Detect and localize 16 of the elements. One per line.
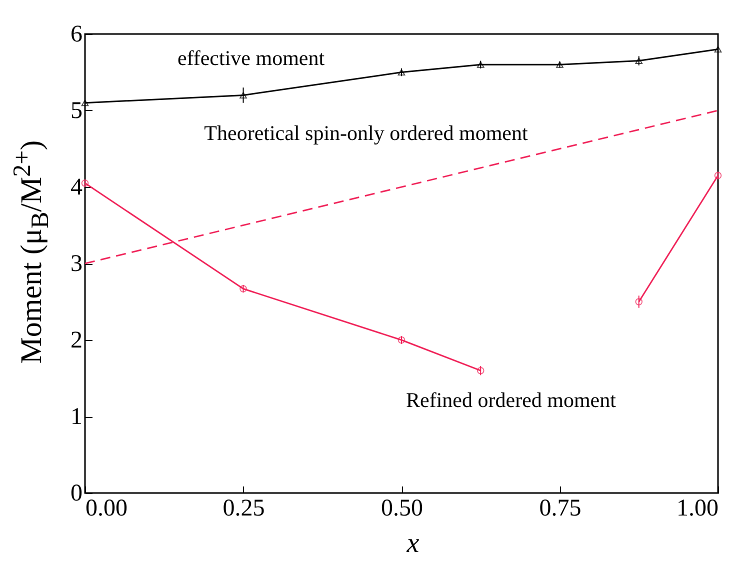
y-tick-label: 1: [70, 404, 82, 430]
y-tick-label: 0: [70, 480, 82, 506]
x-axis-title: x: [406, 528, 420, 560]
y-tick-label: 6: [70, 22, 82, 48]
x-tick-label: 1.00: [676, 496, 718, 522]
series-label: Refined ordered moment: [406, 388, 616, 412]
x-tick-label: 0.75: [539, 496, 582, 522]
x-tick-label: 0.25: [222, 496, 265, 522]
y-tick-label: 4: [70, 174, 82, 200]
y-tick-label: 5: [70, 98, 82, 124]
y-tick-label: 2: [70, 328, 82, 354]
series-label: effective moment: [177, 46, 325, 70]
x-tick-label: 0.00: [86, 496, 128, 522]
y-tick-label: 3: [70, 251, 82, 277]
series-label: Theoretical spin-only ordered moment: [204, 121, 528, 145]
x-tick-label: 0.50: [381, 496, 423, 522]
